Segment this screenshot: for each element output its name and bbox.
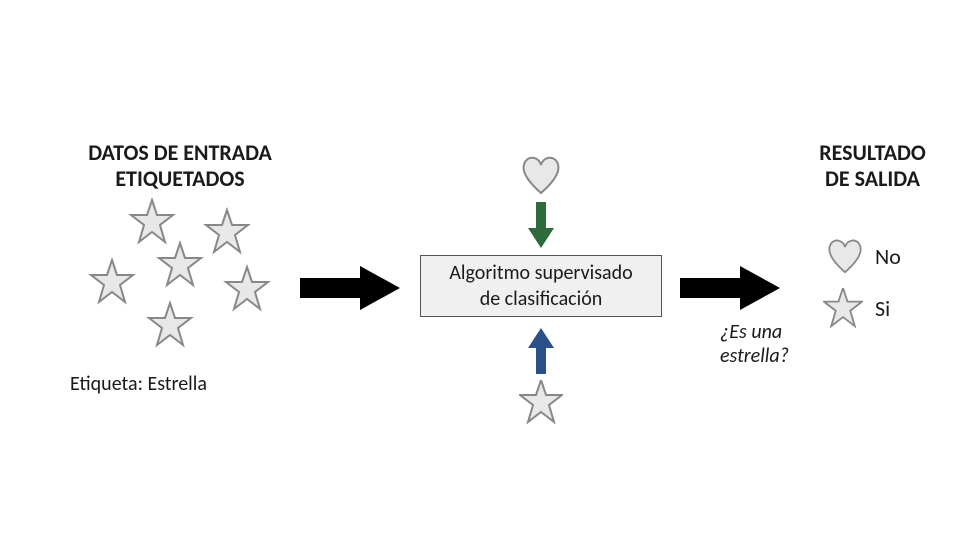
star-icon xyxy=(159,243,201,285)
output-heading: RESULTADO DE SALIDA xyxy=(790,140,955,193)
algorithm-box: Algoritmo supervisado de clasificación xyxy=(420,255,662,317)
output-heading-line2: DE SALIDA xyxy=(790,166,955,192)
star-input-icon xyxy=(519,380,563,424)
arrow-heart-to-box xyxy=(528,202,554,248)
star-icon xyxy=(91,260,133,302)
algo-line2: de clasificación xyxy=(449,286,632,312)
input-heading-line1: DATOS DE ENTRADA xyxy=(60,140,300,166)
question-line2: estrella? xyxy=(720,344,789,368)
star-cluster xyxy=(70,195,290,355)
arrow-input-to-box xyxy=(300,263,400,313)
arrow-box-to-output xyxy=(680,263,780,313)
arrow-star-to-box xyxy=(528,328,554,374)
star-icon xyxy=(206,210,248,252)
output-star-icon xyxy=(823,288,863,328)
heart-input-icon xyxy=(519,155,563,195)
question-line1: ¿Es una xyxy=(720,320,789,344)
input-label: Etiqueta: Estrella xyxy=(70,372,207,396)
star-icon xyxy=(226,267,268,309)
answer-yes: Si xyxy=(875,295,890,322)
output-heading-line1: RESULTADO xyxy=(790,140,955,166)
answer-no: No xyxy=(875,243,901,270)
input-heading: DATOS DE ENTRADA ETIQUETADOS xyxy=(60,140,300,193)
algo-line1: Algoritmo supervisado xyxy=(449,260,632,286)
output-question: ¿Es una estrella? xyxy=(720,320,789,368)
output-heart-icon xyxy=(825,238,865,274)
star-icon xyxy=(131,200,173,242)
input-heading-line2: ETIQUETADOS xyxy=(60,166,300,192)
star-icon xyxy=(149,303,191,345)
